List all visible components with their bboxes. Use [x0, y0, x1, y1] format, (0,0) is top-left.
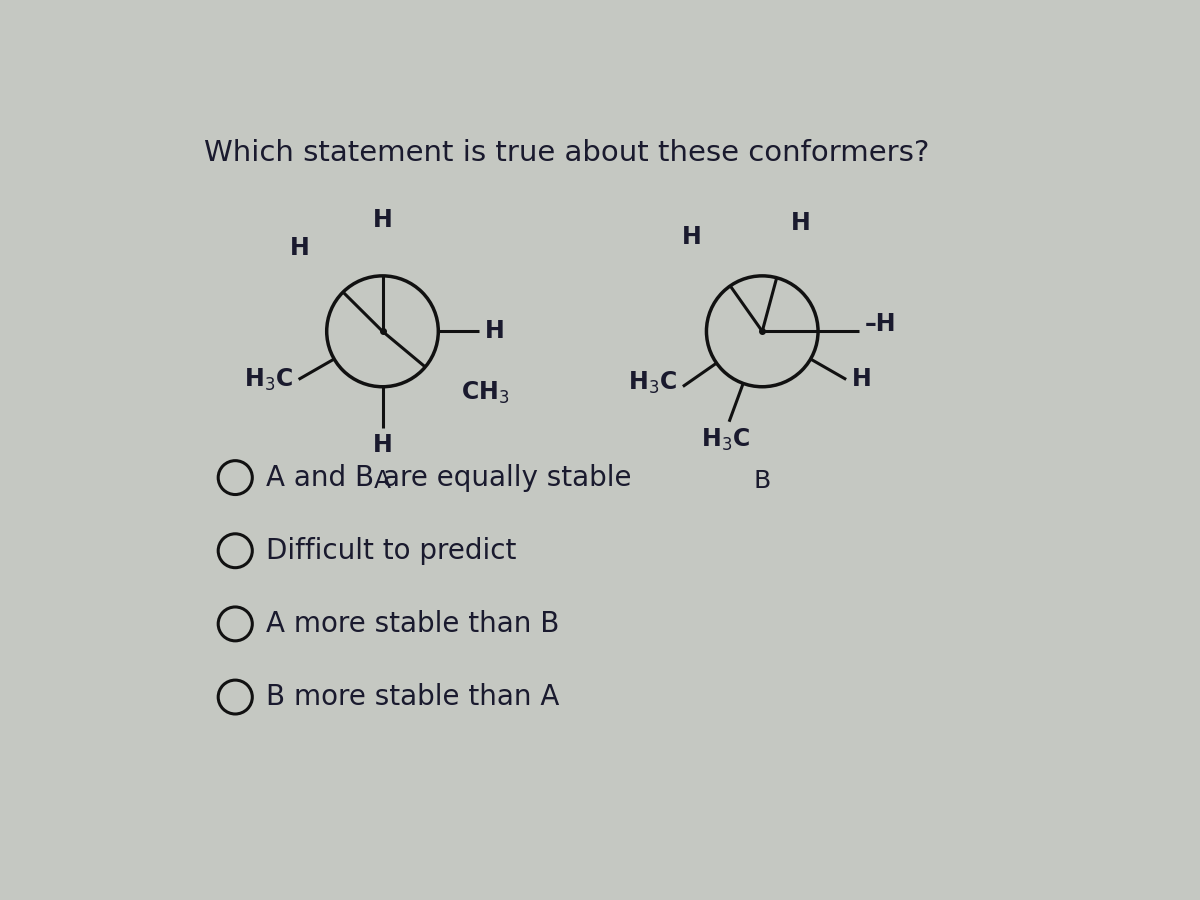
- Text: H: H: [852, 367, 871, 392]
- Text: H$_3$C: H$_3$C: [629, 370, 678, 396]
- Text: H: H: [485, 320, 504, 343]
- Text: –H: –H: [864, 311, 896, 336]
- Text: H: H: [373, 433, 392, 457]
- Text: H$_3$C: H$_3$C: [701, 428, 750, 454]
- Text: CH$_3$: CH$_3$: [461, 380, 510, 406]
- Text: H$_3$C: H$_3$C: [244, 366, 293, 392]
- Text: H: H: [683, 225, 702, 249]
- Text: B more stable than A: B more stable than A: [266, 683, 559, 711]
- Text: H: H: [373, 208, 392, 232]
- Text: H: H: [791, 212, 810, 235]
- Text: A more stable than B: A more stable than B: [266, 610, 559, 638]
- Text: Which statement is true about these conformers?: Which statement is true about these conf…: [204, 139, 930, 166]
- Text: A and B are equally stable: A and B are equally stable: [266, 464, 631, 491]
- Text: H: H: [290, 236, 310, 260]
- Text: Difficult to predict: Difficult to predict: [266, 536, 517, 565]
- Text: A: A: [374, 469, 391, 492]
- Text: B: B: [754, 469, 770, 492]
